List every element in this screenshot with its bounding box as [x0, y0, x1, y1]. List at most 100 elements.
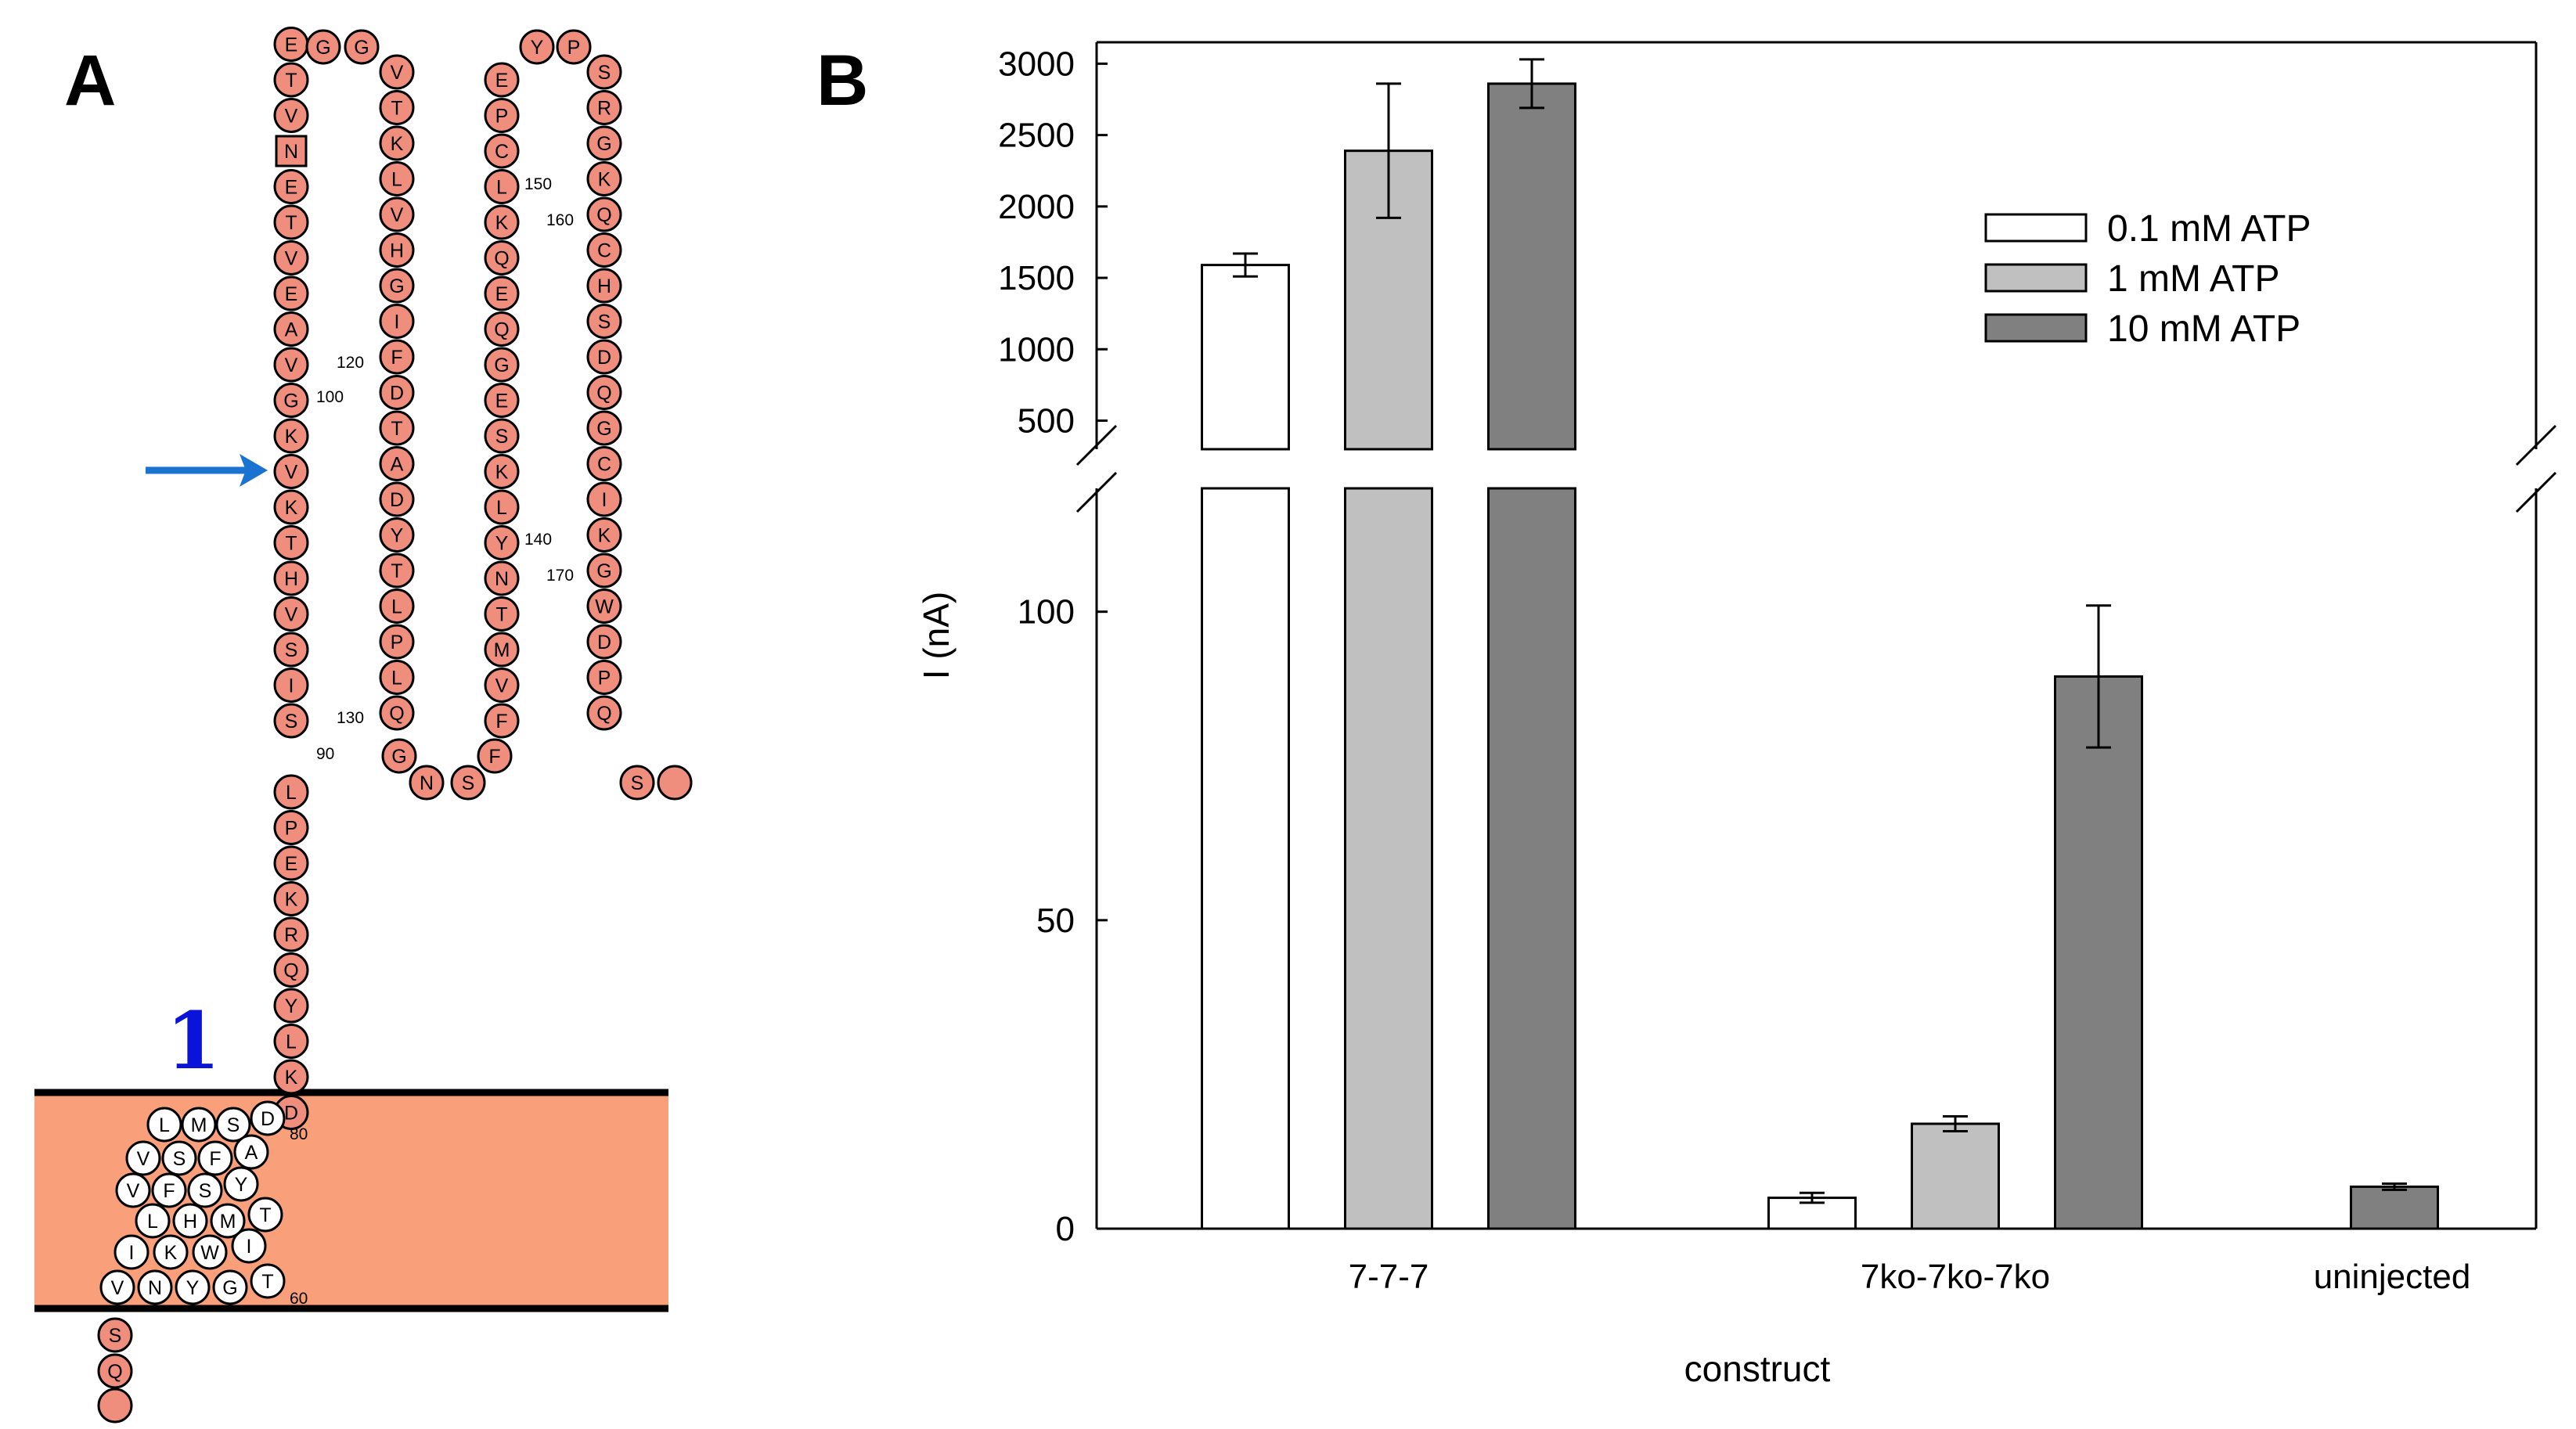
error-bars — [1233, 58, 2407, 1204]
residue-circle: K — [273, 489, 309, 525]
tm-residue-circle: I — [113, 1234, 150, 1270]
svg-text:Y: Y — [235, 1174, 248, 1196]
bar-7-7-7-0-1-mm-atp-upper — [1201, 264, 1290, 451]
svg-text:F: F — [495, 711, 507, 732]
tm-residue-circle: M — [181, 1107, 217, 1143]
bars — [1201, 82, 2439, 1230]
residue-circle: V — [379, 196, 415, 232]
y-tick-label: 1500 — [998, 259, 1075, 297]
residue-circle: Q — [484, 240, 520, 275]
svg-text:S: S — [462, 772, 475, 794]
residue-circle: Q — [484, 311, 520, 347]
residue-circle: V — [484, 668, 520, 703]
tm-residue-circle: H — [172, 1203, 208, 1239]
bar-7ko-7ko-7ko-10-mm-atp — [2054, 675, 2143, 1230]
svg-text:K: K — [495, 462, 509, 484]
svg-text:E: E — [285, 34, 298, 56]
residue-number-90: 90 — [316, 745, 334, 763]
svg-text:G: G — [596, 560, 611, 582]
svg-text:L: L — [286, 1031, 297, 1053]
residue-circle: Y — [379, 517, 415, 553]
svg-text:K: K — [598, 169, 611, 191]
panel-b-letter: B — [816, 41, 868, 121]
residue-circle: H — [273, 560, 309, 596]
residue-circle: Q — [586, 196, 622, 232]
residue-circle: M — [484, 632, 520, 668]
residue-circle: F — [379, 339, 415, 375]
residue-circle: V — [273, 98, 309, 133]
residue-circle: E — [273, 27, 309, 62]
svg-text:D: D — [390, 383, 404, 405]
residue-number-80: 80 — [290, 1125, 308, 1143]
residue-circle: E — [484, 383, 520, 418]
svg-text:H: H — [597, 275, 611, 297]
bar-uninjected-10-mm-atp — [2350, 1185, 2439, 1230]
svg-text:K: K — [164, 1242, 178, 1264]
residue-circle: F — [477, 738, 513, 774]
svg-text:Q: Q — [494, 319, 509, 341]
svg-text:E: E — [285, 853, 298, 875]
residue-circle-partial — [657, 765, 693, 801]
residue-circle: V — [273, 347, 309, 383]
svg-text:A: A — [391, 454, 404, 476]
residue-circle: L — [379, 161, 415, 196]
tm-residue-circle: K — [153, 1234, 189, 1270]
svg-text:P: P — [391, 632, 404, 653]
svg-text:L: L — [496, 177, 507, 199]
residue-circle: L — [484, 489, 520, 525]
tm-residue-circle: V — [115, 1172, 151, 1208]
svg-text:Y: Y — [285, 995, 298, 1017]
x-axis-title: construct — [1684, 1348, 1831, 1389]
y-tick-label: 0 — [1056, 1210, 1075, 1248]
residue-circle: Q — [273, 952, 309, 988]
svg-text:K: K — [285, 426, 298, 448]
residue-circle: E — [273, 275, 309, 311]
svg-text:M: M — [494, 639, 510, 661]
residue-circle: R — [586, 90, 622, 125]
residue-circle: I — [379, 304, 415, 339]
svg-text:D: D — [597, 632, 611, 653]
residue-circle: P — [273, 810, 309, 845]
svg-text:R: R — [597, 98, 611, 120]
residue-circle: C — [586, 232, 622, 268]
tm-residue-circle: N — [137, 1269, 173, 1305]
residue-circle: A — [379, 446, 415, 481]
residue-circle: L — [484, 169, 520, 204]
tm-residue-circle: V — [99, 1269, 135, 1305]
svg-text:M: M — [220, 1211, 236, 1233]
svg-text:K: K — [598, 525, 611, 547]
residue-circle: D — [379, 375, 415, 410]
residue-circle: Q — [379, 695, 415, 731]
legend-label: 1 mM ATP — [2107, 258, 2279, 300]
svg-text:E: E — [285, 177, 298, 199]
svg-text:V: V — [285, 106, 298, 128]
svg-text:P: P — [598, 668, 611, 689]
svg-text:Q: Q — [596, 383, 611, 405]
residue-circle: C — [586, 446, 622, 481]
axis-break-mark-right-2 — [2515, 471, 2557, 513]
tm-residue-circle: G — [212, 1269, 248, 1305]
bar-7-7-7-10-mm-atp-lower — [1487, 487, 1576, 1230]
svg-text:P: P — [495, 106, 509, 128]
svg-text:K: K — [285, 1067, 298, 1089]
legend: 0.1 mM ATP 1 mM ATP 10 mM ATP — [1984, 208, 2311, 350]
residue-number-120: 120 — [337, 354, 364, 372]
svg-text:H: H — [183, 1211, 197, 1233]
svg-text:Q: Q — [107, 1361, 122, 1383]
svg-text:L: L — [391, 169, 402, 191]
residue-circle: K — [586, 517, 622, 553]
svg-text:H: H — [284, 568, 298, 590]
residue-circle: K — [484, 204, 520, 240]
residue-circle: V — [273, 240, 309, 275]
tm-residue-circle: D — [250, 1100, 286, 1136]
residue-circle: P — [586, 660, 622, 695]
residue-circle: T — [484, 596, 520, 632]
svg-text:N: N — [420, 772, 434, 794]
residue-circle: I — [273, 668, 309, 703]
svg-text:Q: Q — [596, 204, 611, 226]
y-ticks: 0 50 100 500 1000 1500 2000 2500 3000 — [998, 45, 1108, 1248]
svg-text:F: F — [209, 1148, 221, 1170]
svg-text:F: F — [488, 746, 500, 768]
